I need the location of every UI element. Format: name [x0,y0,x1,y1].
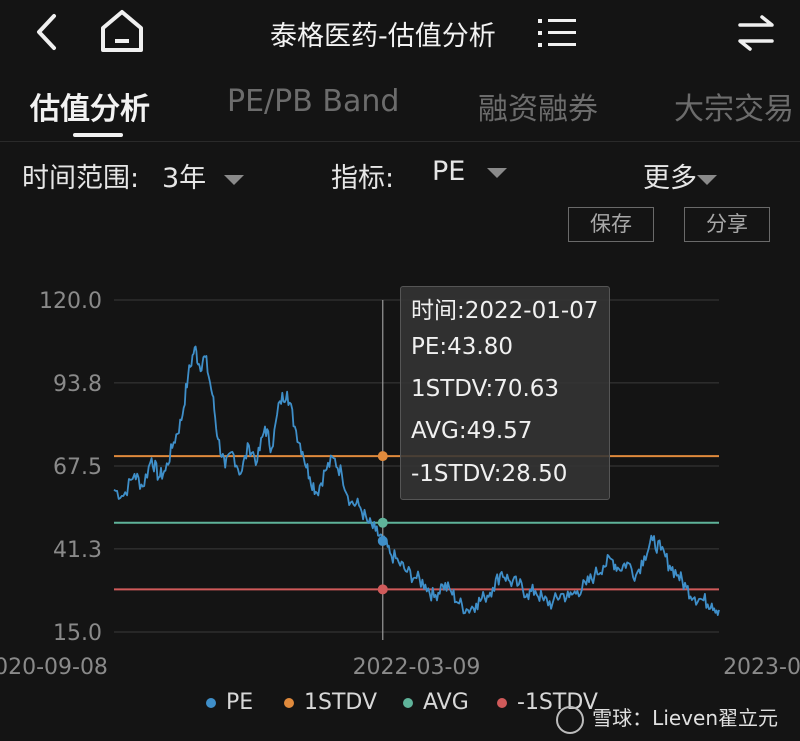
legend-dot [284,698,294,708]
more-select[interactable]: 更多 [643,156,717,195]
switch-icon[interactable] [734,14,778,52]
tab-block-trading[interactable]: 大宗交易 [674,92,794,127]
y-axis-labels: 120.0 93.8 67.5 41.3 15.0 [39,289,102,646]
highlight-point-pe [377,535,388,546]
watermark: 雪球：Lieven翟立元 [556,702,778,734]
legend-label: AVG [423,690,469,715]
range-select[interactable]: 3年 [162,156,245,195]
y-tick-label: 41.3 [53,538,102,563]
watermark-text: 雪球：Lieven翟立元 [592,706,778,730]
tooltip-1stdv: 1STDV:70.63 [411,376,560,402]
tab-bar: 估值分析 PE/PB Band 融资融券 大宗交易 [0,84,800,140]
tab-valuation[interactable]: 估值分析 [30,92,150,127]
tooltip-pe: PE:43.80 [411,334,513,360]
y-tick-label: 67.5 [53,455,102,480]
chevron-down-icon [224,174,245,185]
top-bar: 泰格医药-估值分析 [0,0,800,70]
metric-select[interactable]: PE [432,156,508,187]
back-icon[interactable] [30,12,64,52]
active-tab-indicator [73,133,123,137]
x-tick-label: 2020-09-08 [0,655,108,680]
legend-item-minus-1stdv[interactable]: -1STDV [497,690,598,715]
snowball-logo-icon [556,705,585,734]
chart-legend: PE 1STDV AVG -1STDV [0,688,800,724]
tab-margin-trading[interactable]: 融资融券 [478,92,598,127]
more-label: 更多 [643,163,697,194]
highlight-point--1stdv [377,584,388,595]
divider [0,141,800,142]
tab-pe-pb-band[interactable]: PE/PB Band [227,84,400,119]
y-tick-label: 93.8 [53,372,102,397]
crosshair [377,300,388,640]
highlight-point-avg [377,517,388,528]
y-tick-label: 15.0 [53,621,102,646]
x-tick-label: 2023-09-07 [723,655,800,680]
tooltip-time: 时间:2022-01-07 [411,298,599,324]
share-button[interactable]: 分享 [684,207,770,242]
pe-line [113,345,720,616]
tooltip-avg: AVG:49.57 [411,418,533,444]
save-button[interactable]: 保存 [568,207,654,242]
highlight-point-1stdv [377,451,388,462]
legend-item-avg[interactable]: AVG [403,690,469,715]
list-icon[interactable] [538,16,578,50]
pe-valuation-chart[interactable]: 120.0 93.8 67.5 41.3 15.0 2020-09-08 2022-03-… [0,262,800,682]
legend-label: PE [226,690,254,715]
tooltip-minus-1stdv: -1STDV:28.50 [411,461,568,487]
legend-item-pe[interactable]: PE [206,690,253,715]
y-tick-label: 120.0 [39,289,102,314]
metric-label: 指标: [331,163,395,194]
home-icon[interactable] [98,8,146,54]
x-tick-label: 2022-03-09 [353,655,481,680]
chart-tooltip: 时间:2022-01-07 PE:43.80 1STDV:70.63 AVG:4… [400,286,610,500]
legend-dot [206,698,216,708]
chevron-down-icon [487,167,508,178]
legend-label: 1STDV [304,690,378,715]
metric-value: PE [432,156,466,187]
legend-label: -1STDV [517,690,598,715]
filter-bar: 时间范围: 3年 指标: PE 更多 [0,150,800,200]
chevron-down-icon [697,174,717,185]
range-value: 3年 [162,163,207,194]
legend-dot [403,698,413,708]
legend-dot [497,698,507,708]
x-axis-labels: 2020-09-08 2022-03-09 2023-09-07 [0,655,800,680]
range-label: 时间范围: [22,163,140,194]
pe-series [113,345,720,616]
legend-item-1stdv[interactable]: 1STDV [284,690,377,715]
page-title: 泰格医药-估值分析 [270,21,496,52]
